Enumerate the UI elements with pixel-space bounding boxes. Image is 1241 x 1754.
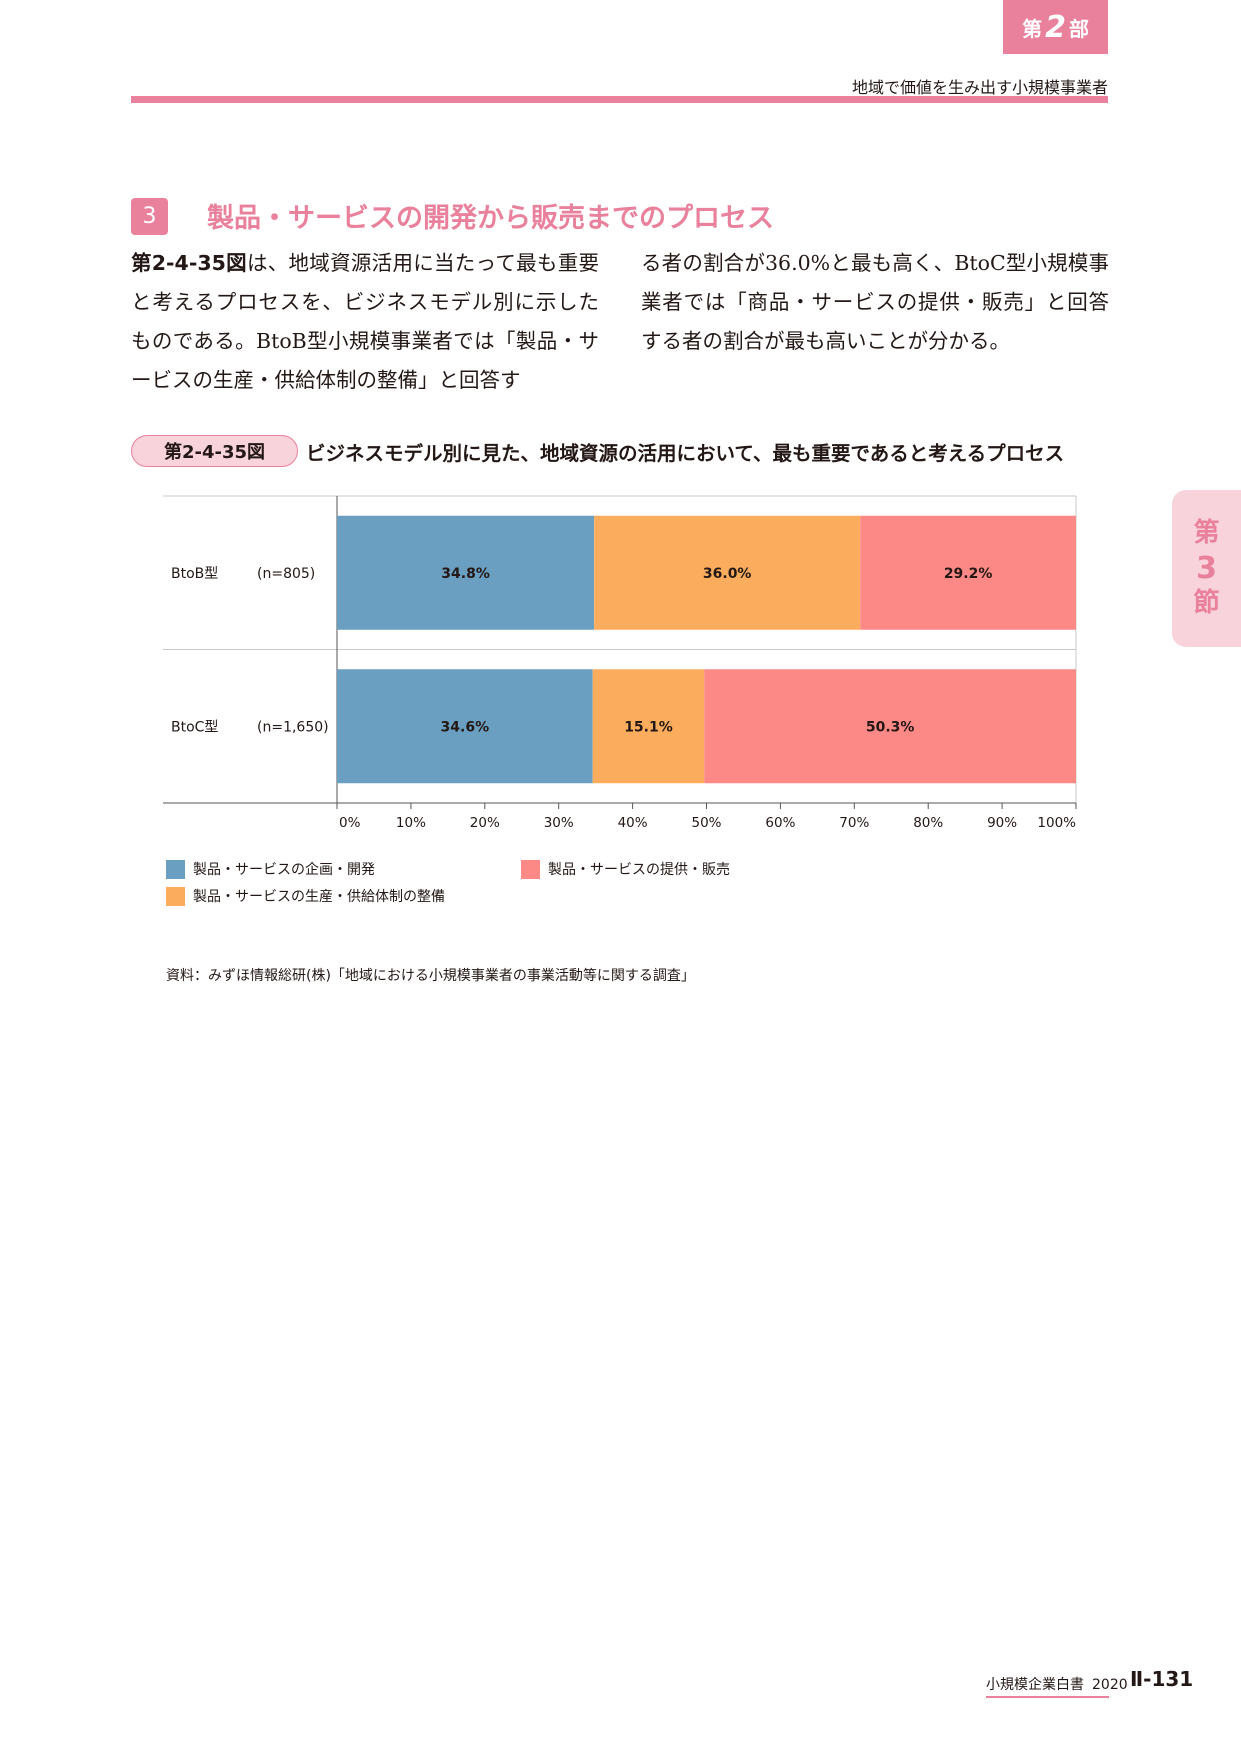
section-number: 3 xyxy=(131,198,168,235)
category-n-label: (n=1,650) xyxy=(257,719,329,735)
category-n-label: (n=805) xyxy=(257,566,315,582)
x-tick-label: 100% xyxy=(1037,815,1076,831)
source-note: 資料：みずほ情報総研(株)「地域における小規模事業者の事業活動等に関する調査」 xyxy=(166,968,695,984)
x-tick-label: 90% xyxy=(987,815,1017,831)
legend-swatch-production xyxy=(166,886,185,906)
bar-data-label: 29.2% xyxy=(944,566,993,582)
legend-swatch-sales xyxy=(521,859,540,879)
stacked-bar-chart: 34.8% 36.0% 29.2% BtoB型 (n=805) 34.6% 15.1% 50.… xyxy=(163,495,1077,831)
x-tick-label: 0% xyxy=(339,815,361,831)
side-tab-number: 3 xyxy=(1196,550,1217,586)
body-text-right: る者の割合が36.0%と最も高く、BtoC型小規模事業者では「商品・サービスの提… xyxy=(641,251,1109,353)
header-rule xyxy=(131,96,1108,103)
x-tick-label: 70% xyxy=(839,815,869,831)
legend-label-planning: 製品・サービスの企画・開発 xyxy=(193,862,375,878)
x-tick-label: 20% xyxy=(470,815,500,831)
legend-item-production: 製品・サービスの生産・供給体制の整備 xyxy=(166,886,445,906)
legend-item-sales: 製品・サービスの提供・販売 xyxy=(521,859,730,879)
x-tick-label: 40% xyxy=(618,815,648,831)
footer-publication: 小規模企業白書 xyxy=(986,1677,1084,1693)
body-text-left: 第2-4-35図は、地域資源活用に当たって最も重要と考えるプロセスを、ビジネスモ… xyxy=(131,244,599,400)
x-tick-label: 80% xyxy=(913,815,943,831)
bar-segment xyxy=(860,515,1076,630)
footer-year: 2020 xyxy=(1092,1677,1128,1693)
part-prefix: 第 xyxy=(1022,16,1043,41)
running-head: 地域で価値を生み出す小規模事業者 xyxy=(851,78,1108,97)
figure-reference-link[interactable]: 第2-4-35図 xyxy=(131,251,247,275)
side-tab-prefix: 第 xyxy=(1193,518,1220,549)
part-suffix: 部 xyxy=(1068,16,1089,41)
category-label: BtoB型 xyxy=(171,566,218,582)
bar-data-label: 15.1% xyxy=(624,719,673,735)
legend-item-planning: 製品・サービスの企画・開発 xyxy=(166,859,375,879)
page-number: Ⅱ-131 xyxy=(1130,1667,1194,1691)
bar-segment xyxy=(594,515,861,630)
figure-label: 第2-4-35図 xyxy=(131,435,298,467)
bar-data-label: 34.6% xyxy=(441,719,490,735)
footer-rule xyxy=(986,1696,1109,1698)
part-number: 2 xyxy=(1045,9,1066,45)
bar-segment xyxy=(704,669,1076,784)
bar-data-label: 36.0% xyxy=(703,566,752,582)
x-tick-label: 60% xyxy=(765,815,795,831)
bar-data-label: 34.8% xyxy=(441,566,490,582)
section-title: 製品・サービスの開発から販売までのプロセス xyxy=(207,203,774,234)
x-tick-label: 30% xyxy=(544,815,574,831)
legend-label-sales: 製品・サービスの提供・販売 xyxy=(548,862,730,878)
footer-title: 小規模企業白書 2020 xyxy=(986,1674,1128,1694)
bar-segment xyxy=(337,515,595,630)
bar-data-label: 50.3% xyxy=(866,719,915,735)
category-label: BtoC型 xyxy=(171,719,218,735)
figure-title: ビジネスモデル別に見た、地域資源の活用において、最も重要であると考えるプロセス xyxy=(306,442,1065,465)
x-tick-label: 10% xyxy=(396,815,426,831)
section-side-tab: 第 3 節 xyxy=(1172,490,1241,647)
legend-label-production: 製品・サービスの生産・供給体制の整備 xyxy=(193,889,445,905)
x-tick-label: 50% xyxy=(691,815,721,831)
legend-swatch-planning xyxy=(166,859,185,879)
bar-segment xyxy=(337,669,593,784)
body-text-left-rest: は、地域資源活用に当たって最も重要と考えるプロセスを、ビジネスモデル別に示したも… xyxy=(131,251,599,392)
bar-segment xyxy=(592,669,705,784)
side-tab-suffix: 節 xyxy=(1193,588,1220,619)
